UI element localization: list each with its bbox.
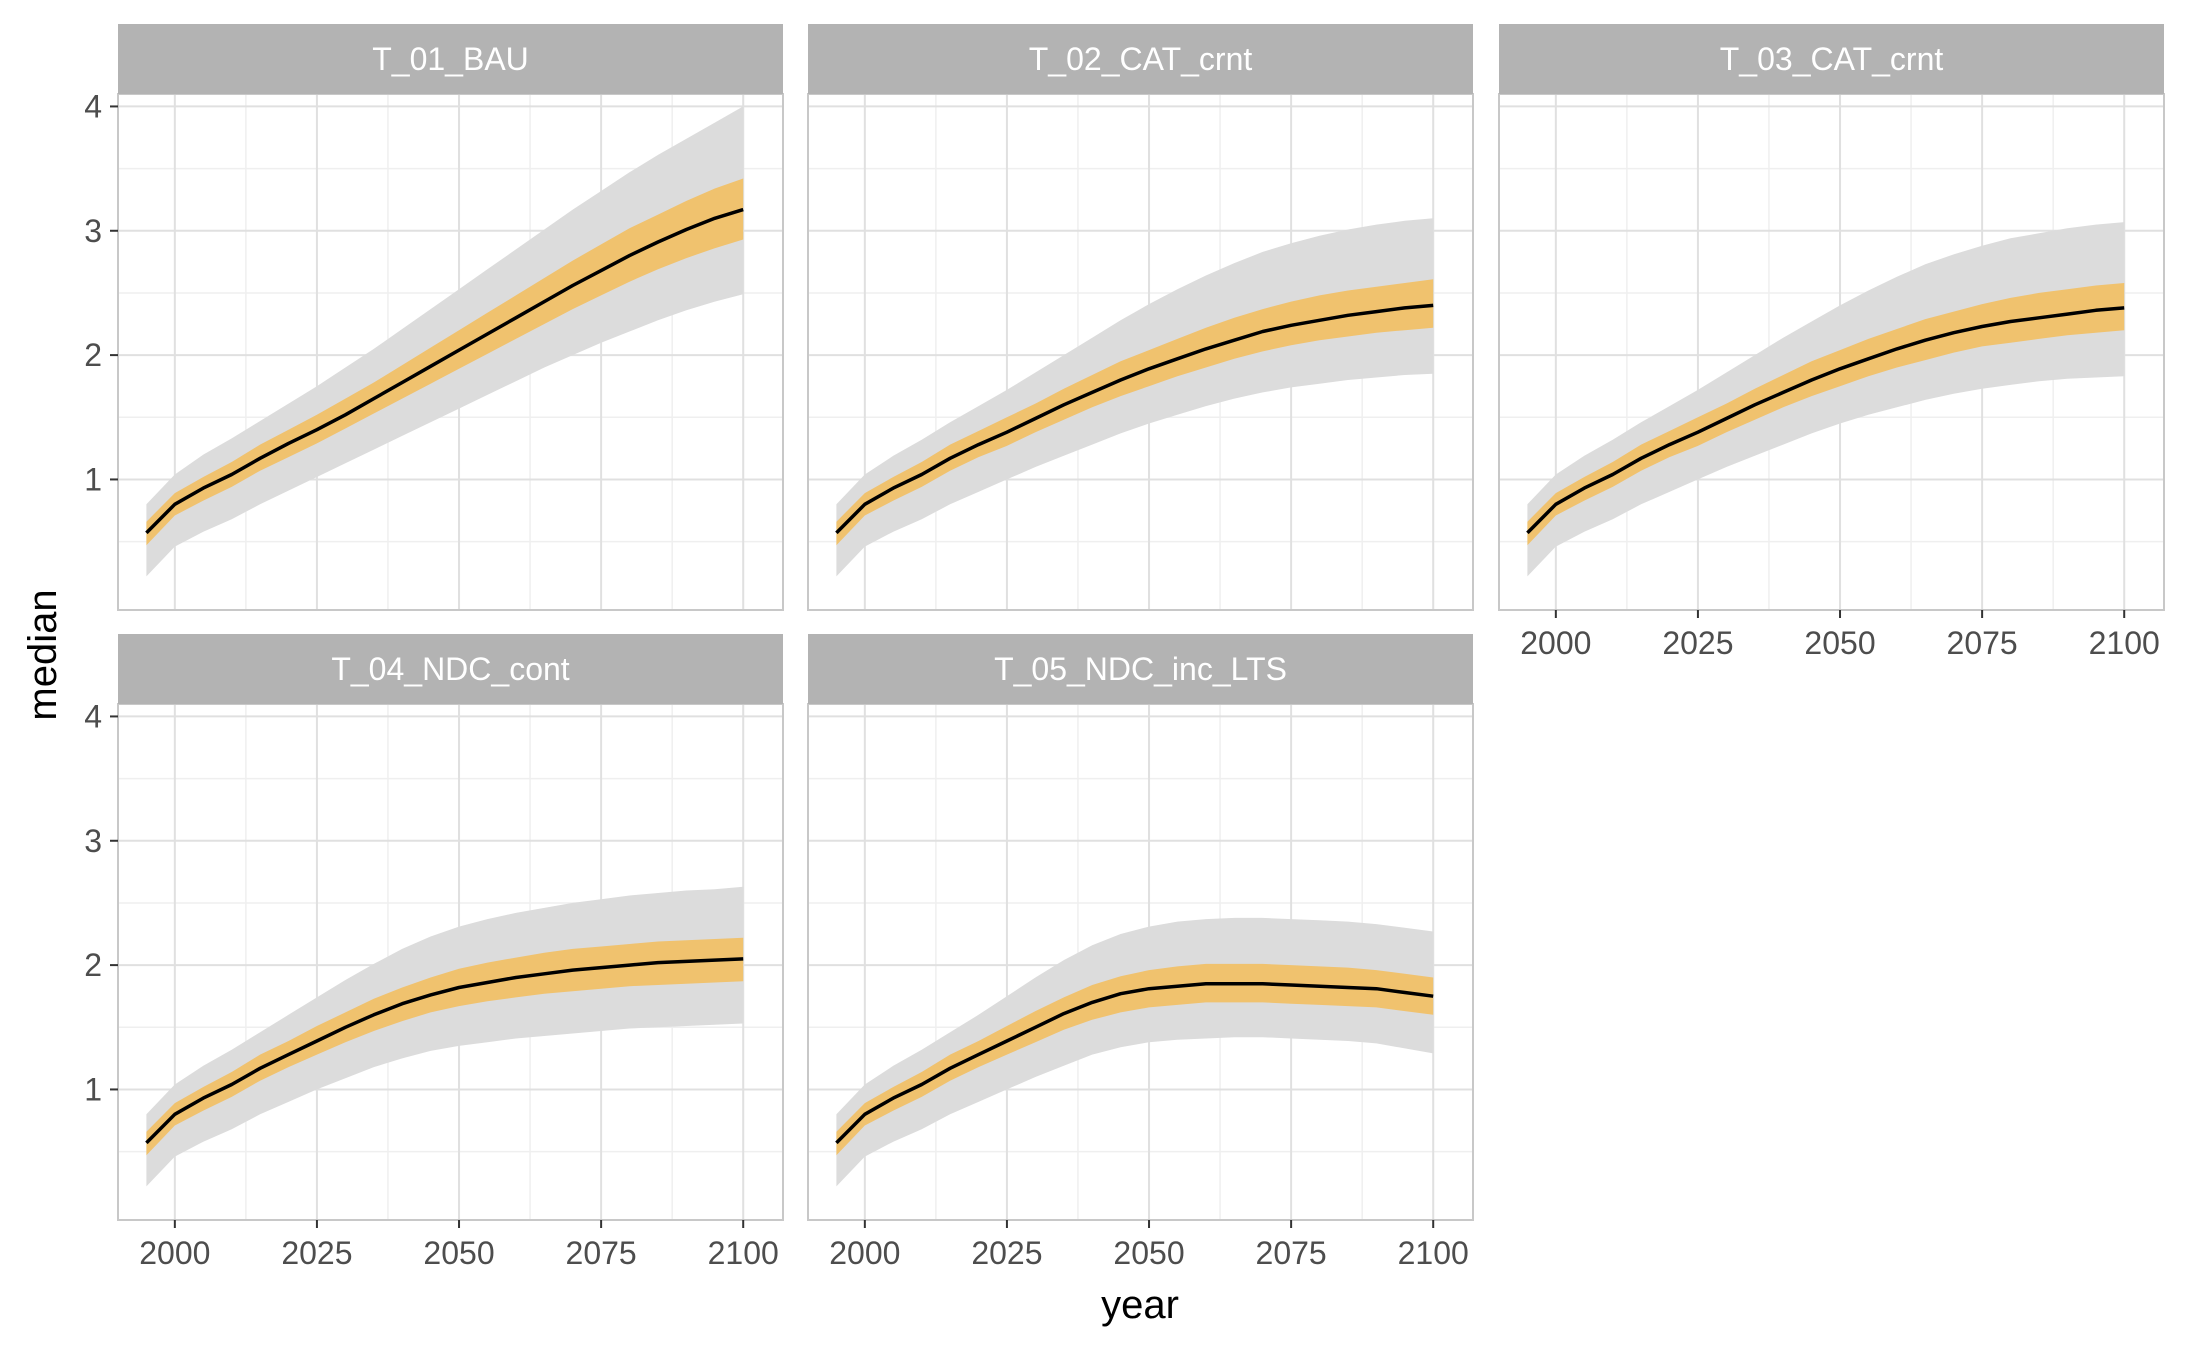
- facet-panel: T_05_NDC_inc_LTS 2000 2025 2050 2075 2100: [807, 634, 1474, 1271]
- y-tick-label: 3: [84, 213, 102, 249]
- y-tick-label: 4: [84, 88, 102, 124]
- median-line: [835, 303, 1434, 535]
- y-tick-label: 1: [84, 461, 102, 497]
- y-tick-label: 2: [84, 947, 102, 983]
- facet-strip: [118, 24, 783, 94]
- y-tick-label: 4: [84, 698, 102, 734]
- facet-strip: [118, 634, 783, 704]
- inner-range-band: [146, 178, 744, 546]
- x-tick-label: 2050: [1113, 1235, 1184, 1271]
- inner-range-band: [836, 279, 1434, 546]
- x-tick-label: 2025: [971, 1235, 1042, 1271]
- facet-title: T_04_NDC_cont: [331, 651, 569, 687]
- facet-panels: T_01_BAU 1 2 3 4 T_02_CAT_crnt T_03_CAT_crnt 20…: [84, 24, 2165, 1271]
- facet-panel: T_03_CAT_crnt 2000 2025 2050 2075 2100: [1498, 24, 2165, 661]
- facet-panel: T_02_CAT_crnt: [807, 24, 1474, 611]
- x-tick-label: 2025: [281, 1235, 352, 1271]
- inner-range-band: [146, 937, 744, 1156]
- facet-strip: [808, 634, 1473, 704]
- inner-range-band: [1527, 283, 2125, 546]
- x-tick-label: 2075: [1947, 625, 2018, 661]
- facet-strip: [808, 24, 1473, 94]
- median-line: [145, 207, 744, 535]
- median-line: [145, 957, 744, 1145]
- x-tick-label: 2025: [1662, 625, 1733, 661]
- x-tick-label: 2050: [423, 1235, 494, 1271]
- y-axis-title: median: [21, 589, 65, 720]
- x-tick-label: 2075: [566, 1235, 637, 1271]
- facet-strip: [1499, 24, 2164, 94]
- x-tick-label: 2000: [1520, 625, 1591, 661]
- x-tick-label: 2000: [139, 1235, 210, 1271]
- inner-range-band: [836, 963, 1434, 1156]
- median-line: [835, 982, 1434, 1145]
- facet-title: T_02_CAT_crnt: [1029, 41, 1253, 77]
- y-tick-label: 1: [84, 1071, 102, 1107]
- facet-panel: T_01_BAU 1 2 3 4: [84, 24, 784, 611]
- x-tick-label: 2075: [1256, 1235, 1327, 1271]
- x-tick-label: 2100: [1398, 1235, 1469, 1271]
- facet-title: T_01_BAU: [372, 41, 529, 77]
- facet-panel: T_04_NDC_cont 1 2 3 4 2000 2025 2050 2075 2100: [84, 634, 784, 1271]
- facet-title: T_05_NDC_inc_LTS: [994, 651, 1287, 687]
- x-tick-label: 2100: [2089, 625, 2160, 661]
- facet-title: T_03_CAT_crnt: [1720, 41, 1944, 77]
- y-tick-label: 2: [84, 337, 102, 373]
- x-axis-title: year: [1101, 1283, 1179, 1327]
- x-tick-label: 2050: [1804, 625, 1875, 661]
- x-tick-label: 2000: [829, 1235, 900, 1271]
- y-tick-label: 3: [84, 823, 102, 859]
- x-tick-label: 2100: [708, 1235, 779, 1271]
- median-line: [1526, 306, 2125, 535]
